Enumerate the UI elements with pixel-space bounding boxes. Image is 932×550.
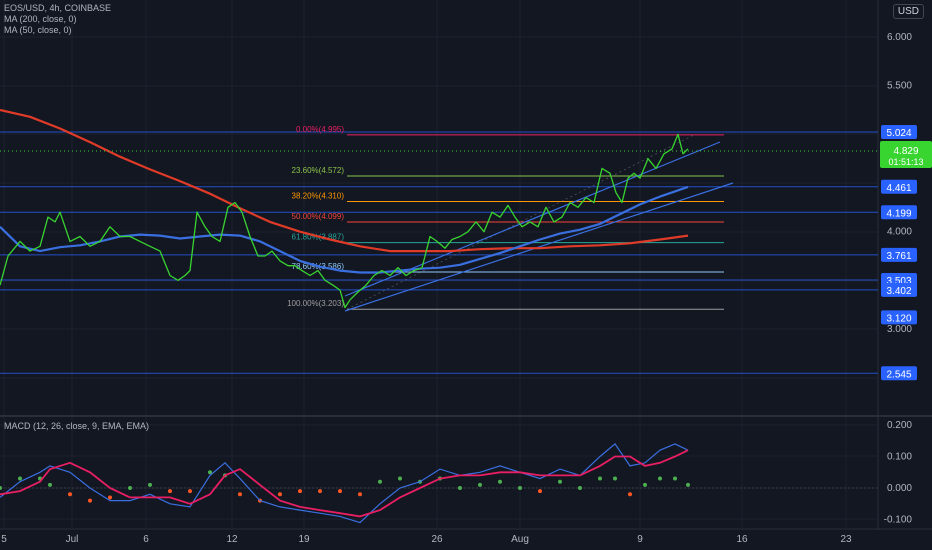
date-tick-label: 9 bbox=[637, 534, 643, 545]
macd-histogram-point bbox=[498, 479, 502, 484]
macd-histogram-point bbox=[208, 470, 212, 475]
macd-histogram-point bbox=[0, 486, 2, 490]
macd-legend[interactable]: MACD (12, 26, close, 9, EMA, EMA) bbox=[4, 421, 150, 431]
price-level-badge bbox=[881, 247, 917, 262]
macd-histogram-point bbox=[538, 489, 542, 494]
time-axis[interactable]: 5 Jul 6 12 19 26 Aug 9 16 23 bbox=[0, 528, 932, 545]
macd-histogram-point bbox=[128, 486, 132, 490]
macd-histogram-point bbox=[18, 476, 22, 481]
macd-tick-label: -0.100 bbox=[884, 515, 913, 526]
price-level-badge-label: 4.461 bbox=[886, 183, 911, 194]
macd-pane bbox=[0, 424, 878, 524]
macd-histogram-point bbox=[518, 486, 522, 490]
date-tick-label: 5 bbox=[1, 534, 7, 545]
price-countdown-label: 01:51:13 bbox=[888, 157, 923, 167]
macd-tick-label: 0.000 bbox=[887, 483, 912, 494]
date-tick-label: 6 bbox=[143, 534, 149, 545]
currency-button[interactable]: USD bbox=[892, 4, 924, 19]
date-tick-label: 12 bbox=[226, 534, 238, 545]
fib-level-label: 100.00%(3.203) bbox=[287, 299, 344, 308]
macd-histogram-point bbox=[643, 482, 647, 487]
price-tick-label: 3.000 bbox=[887, 324, 912, 335]
grid-lines bbox=[0, 0, 932, 530]
macd-histogram-point bbox=[613, 476, 617, 481]
macd-histogram-point bbox=[338, 489, 342, 494]
price-level-badge bbox=[881, 205, 917, 220]
fib-level-label: 50.00%(4.099) bbox=[292, 212, 345, 221]
price-axis[interactable]: 6.000 5.500 4.000 3.000 5.024 4.461 4.199 3.761… bbox=[880, 32, 932, 526]
date-tick-label: 23 bbox=[840, 534, 852, 545]
price-level-badge bbox=[881, 124, 917, 139]
series-line-0 bbox=[0, 133, 689, 309]
macd-histogram-point bbox=[168, 489, 172, 494]
signal-line bbox=[0, 449, 689, 518]
macd-histogram-point bbox=[108, 495, 112, 500]
macd-tick-label: 0.200 bbox=[887, 420, 912, 431]
fib-retracement[interactable]: 0.00%(4.995) 23.60%(4.572) 38.20%(4.310) 50… bbox=[287, 125, 724, 310]
macd-histogram-point bbox=[686, 482, 690, 487]
fib-level-label: 38.20%(4.310) bbox=[292, 191, 345, 200]
macd-histogram-point bbox=[148, 482, 152, 487]
macd-histogram-point bbox=[478, 482, 482, 487]
price-level-badge bbox=[881, 282, 917, 297]
price-tick-label: 6.000 bbox=[887, 32, 912, 43]
channel-upper-line[interactable] bbox=[344, 141, 721, 297]
macd-histogram-point bbox=[378, 479, 382, 484]
macd-histogram-point bbox=[188, 489, 192, 494]
macd-histogram-point bbox=[88, 498, 92, 503]
macd-line bbox=[0, 443, 689, 524]
price-tick-label: 5.500 bbox=[887, 81, 912, 92]
macd-histogram-point bbox=[558, 479, 562, 484]
series-line-1 bbox=[0, 108, 689, 253]
macd-histogram-point bbox=[318, 489, 322, 494]
macd-histogram-point bbox=[398, 476, 402, 481]
price-level-badge bbox=[881, 310, 917, 325]
macd-tick-label: 0.100 bbox=[887, 452, 912, 463]
date-tick-label: Aug bbox=[511, 534, 529, 545]
trend-channel[interactable] bbox=[344, 141, 734, 312]
macd-histogram-point bbox=[48, 482, 52, 487]
series-line-2 bbox=[0, 185, 689, 274]
current-price-badge bbox=[880, 140, 932, 168]
fib-level-label: 0.00%(4.995) bbox=[296, 125, 344, 134]
ma50-legend[interactable]: MA (50, close, 0) bbox=[4, 25, 72, 35]
price-level-badge-label: 3.761 bbox=[886, 251, 911, 262]
price-level-badge-label: 3.503 bbox=[886, 276, 911, 287]
macd-histogram-point bbox=[598, 476, 602, 481]
price-level-badge bbox=[881, 366, 917, 381]
channel-lower-line[interactable] bbox=[344, 182, 734, 312]
ma200-legend[interactable]: MA (200, close, 0) bbox=[4, 14, 77, 24]
current-price-label: 4.829 bbox=[893, 146, 918, 157]
macd-histogram-point bbox=[658, 476, 662, 481]
price-level-badge-label: 3.402 bbox=[886, 286, 911, 297]
date-tick-label: 19 bbox=[298, 534, 310, 545]
macd-histogram-point bbox=[578, 486, 582, 490]
fib-level-label: 23.60%(4.572) bbox=[292, 166, 345, 175]
date-tick-label: 16 bbox=[736, 534, 748, 545]
macd-histogram-point bbox=[238, 492, 242, 497]
horizontal-lines bbox=[0, 131, 878, 374]
price-level-badge-label: 2.545 bbox=[886, 369, 911, 380]
macd-histogram-point bbox=[298, 489, 302, 494]
price-level-badge-label: 3.120 bbox=[886, 313, 911, 324]
macd-histogram-point bbox=[628, 492, 632, 497]
date-tick-label: 26 bbox=[431, 534, 443, 545]
price-series bbox=[0, 108, 878, 309]
macd-histogram-point bbox=[278, 492, 282, 497]
price-level-badge bbox=[881, 179, 917, 194]
date-tick-label: Jul bbox=[66, 534, 79, 545]
price-tick-label: 4.000 bbox=[887, 227, 912, 238]
macd-histogram-point bbox=[68, 492, 72, 497]
macd-histogram-point bbox=[673, 476, 677, 481]
price-level-badge-label: 4.199 bbox=[886, 208, 911, 219]
macd-histogram-point bbox=[458, 486, 462, 490]
price-level-badge-label: 5.024 bbox=[886, 128, 911, 139]
symbol-title[interactable]: EOS/USD, 4h, COINBASE bbox=[4, 3, 112, 13]
macd-histogram-point bbox=[358, 492, 362, 497]
